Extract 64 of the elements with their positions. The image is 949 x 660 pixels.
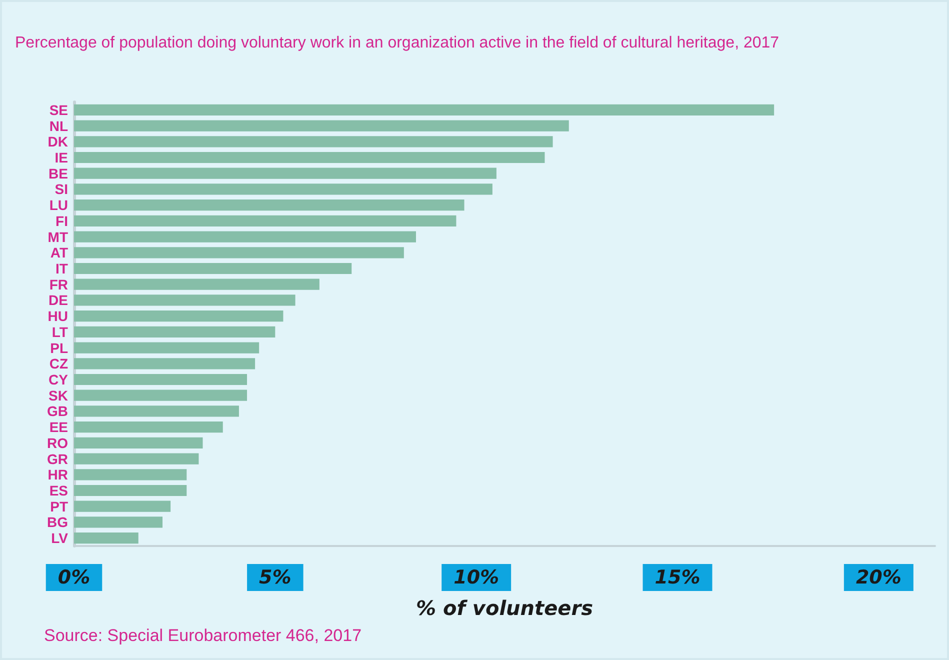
y-tick-label: BE (48, 165, 68, 182)
y-tick-label: BG (47, 514, 68, 530)
y-tick-label: DE (48, 292, 68, 308)
y-tick-label: FR (49, 276, 68, 292)
y-tick-label: CZ (49, 356, 68, 372)
bar (74, 374, 248, 386)
x-tick-label: 0% (58, 566, 90, 588)
bar (74, 184, 492, 195)
y-tick-label: SK (48, 387, 68, 404)
y-tick-label: DK (48, 134, 68, 150)
bar (74, 358, 256, 370)
y-tick-label: ES (49, 482, 68, 498)
bar (74, 516, 163, 528)
y-tick-label: CY (48, 372, 69, 388)
source-note: Source: Special Eurobarometer 466, 2017 (44, 626, 362, 645)
y-tick-label: SE (49, 102, 68, 118)
y-tick-label: PL (50, 340, 68, 356)
bar (74, 342, 260, 354)
bar (74, 406, 239, 417)
y-tick-label: RO (47, 434, 68, 451)
bar (74, 294, 296, 306)
bar (74, 390, 248, 401)
y-tick-label: LU (49, 197, 68, 214)
x-tick-label: 5% (259, 566, 292, 588)
y-tick-label: FI (56, 212, 68, 229)
y-tick-label: IT (56, 260, 68, 276)
chart-title: Percentage of population doing voluntary work in an organization active in the field of cultural heritage, 2017 (15, 34, 780, 52)
x-tick-label: 10% (454, 566, 500, 588)
bar (74, 310, 284, 322)
y-tick-label: MT (48, 228, 68, 245)
bar (74, 437, 203, 448)
bar (74, 500, 171, 512)
bar (74, 200, 464, 211)
bar (74, 532, 138, 544)
bar (74, 326, 276, 338)
bar (74, 104, 774, 116)
bar (74, 262, 352, 274)
y-tick-label: EE (49, 419, 68, 436)
bar (74, 152, 545, 164)
bar (74, 231, 416, 242)
x-tick-label: 20% (856, 566, 902, 588)
bar (74, 484, 187, 496)
y-tick-label: AT (50, 244, 68, 261)
y-tick-label: LT (52, 324, 68, 340)
y-tick-label: SI (54, 181, 68, 198)
y-tick-label: IE (54, 150, 68, 166)
bar (74, 278, 320, 290)
y-tick-label: GB (47, 403, 68, 420)
x-tick-label: 15% (654, 566, 700, 588)
y-tick-label: LV (51, 530, 69, 546)
bar (74, 247, 404, 258)
y-tick-label: NL (49, 118, 68, 134)
bar (74, 215, 456, 226)
y-tick-label: HR (48, 466, 68, 483)
x-axis-title: % of volunteers (416, 596, 594, 620)
bar (74, 168, 496, 179)
bar (74, 453, 199, 464)
bar (74, 422, 223, 433)
y-tick-label: GR (47, 450, 68, 467)
bar (74, 120, 569, 132)
y-tick-label: PT (50, 498, 68, 514)
y-tick-label: HU (48, 308, 68, 324)
bar (74, 136, 553, 148)
bar (74, 469, 187, 480)
